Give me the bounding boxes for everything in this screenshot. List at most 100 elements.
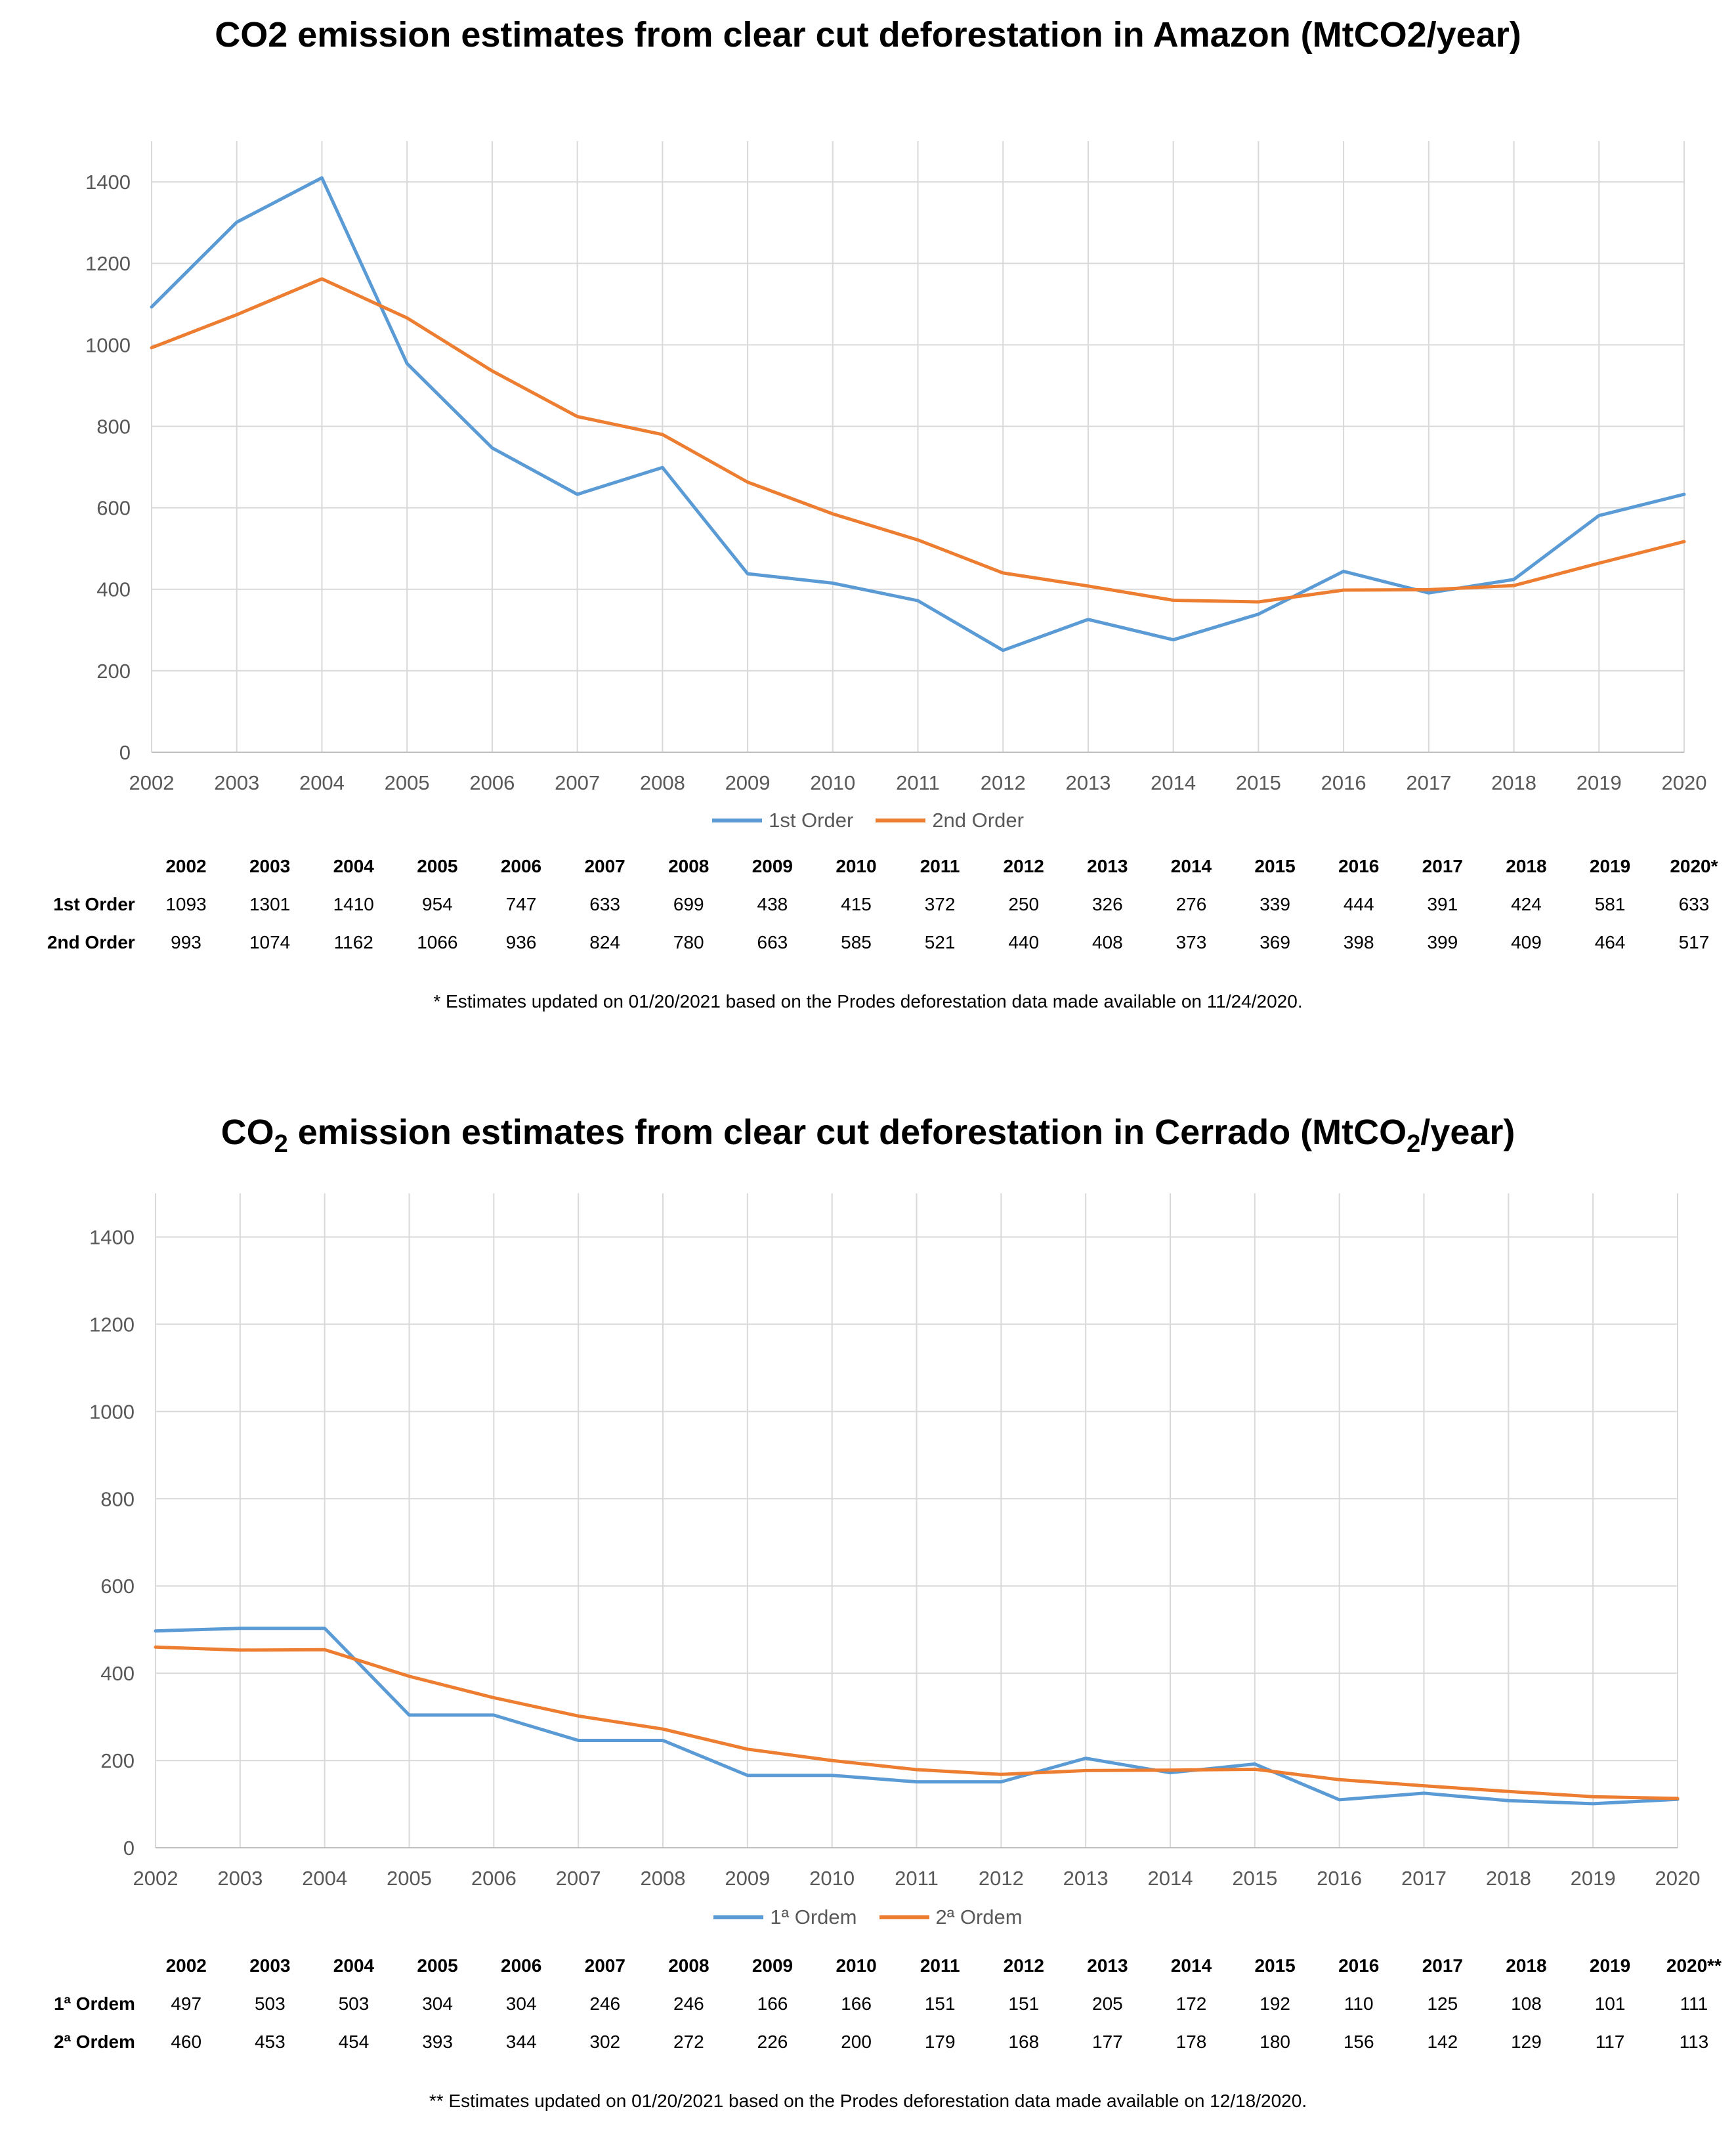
x-tick-label: 2010 xyxy=(810,771,855,794)
table-header-cell: 2014 xyxy=(1170,1955,1212,1976)
table-cell: 633 xyxy=(1678,894,1710,914)
table-header-cell: 2018 xyxy=(1506,1955,1547,1976)
table-header-cell: 2010 xyxy=(836,1955,877,1976)
table-cell: 178 xyxy=(1175,2032,1207,2052)
table-header-cell: 2007 xyxy=(584,1955,625,1976)
table-cell: 151 xyxy=(1008,1993,1040,2014)
table-cell: 1074 xyxy=(249,932,291,952)
table-cell: 180 xyxy=(1260,2032,1290,2052)
table-header-cell: 2019 xyxy=(1589,1955,1631,1976)
y-tick-label: 400 xyxy=(96,578,131,601)
cerrado-data-table: 2002 2003 2004 2005 2006 2007 2008 2009 2010 2011… xyxy=(12,1947,1736,2061)
table-row: 1ª Ordem 497 503 503 304 304 246 246 166 166 151 15… xyxy=(12,1985,1736,2023)
series-line-2 xyxy=(150,277,1686,604)
x-tick-label: 2009 xyxy=(725,1867,770,1890)
table-header-cell: 2019 xyxy=(1589,856,1631,876)
table-header-cell: 2015 xyxy=(1254,1955,1296,1976)
series-line-2 xyxy=(154,1645,1680,1800)
table-cell: 453 xyxy=(254,2032,286,2052)
table-header-cell: 2017 xyxy=(1422,1955,1463,1976)
x-tick-label: 2012 xyxy=(981,771,1026,794)
x-tick-label: 2020 xyxy=(1662,771,1707,794)
x-tick-label: 2016 xyxy=(1321,771,1366,794)
table-cell: 747 xyxy=(505,894,537,914)
table-cell: 113 xyxy=(1679,2032,1709,2052)
table-cell: 1410 xyxy=(333,894,374,914)
table-cell: 699 xyxy=(673,894,704,914)
x-tick-label: 2013 xyxy=(1063,1867,1109,1890)
x-tick-label: 2005 xyxy=(387,1867,432,1890)
table-cell: 399 xyxy=(1427,932,1458,952)
table-row-label: 1ª Ordem xyxy=(53,1993,135,2014)
table-row: 1st Order 1093 1301 1410 954 747 633 699 438 415 3… xyxy=(12,885,1736,924)
table-cell: 179 xyxy=(924,2032,956,2052)
table-header-cell: 2008 xyxy=(668,1955,709,1976)
table-header-cell: 2006 xyxy=(500,856,542,876)
table-cell: 129 xyxy=(1511,2032,1542,2052)
x-tick-label: 2018 xyxy=(1491,771,1536,794)
table-cell: 373 xyxy=(1175,932,1207,952)
y-tick-label: 800 xyxy=(100,1487,135,1510)
x-tick-label: 2009 xyxy=(725,771,771,794)
table-cell: 398 xyxy=(1343,932,1374,952)
y-tick-label: 1400 xyxy=(85,171,131,194)
table-cell: 151 xyxy=(924,1993,956,2014)
table-cell: 172 xyxy=(1175,1993,1207,2014)
x-tick-label: 2008 xyxy=(641,1867,686,1890)
table-cell: 250 xyxy=(1008,894,1040,914)
x-tick-label: 2004 xyxy=(299,771,345,794)
y-tick-label: 1400 xyxy=(89,1225,135,1248)
table-cell: 101 xyxy=(1594,1993,1626,2014)
table-cell: 438 xyxy=(757,894,788,914)
legend-label-2a-ordem: 2ª Ordem xyxy=(935,1906,1023,1928)
table-header-cell: 2011 xyxy=(920,1955,960,1976)
table-cell: 168 xyxy=(1008,2032,1040,2052)
table-cell: 302 xyxy=(589,2032,621,2052)
table-header-cell: 2005 xyxy=(417,1955,458,1976)
x-tick-label: 2017 xyxy=(1406,771,1451,794)
cerrado-legend: 1ª Ordem 2ª Ordem xyxy=(0,1906,1736,1929)
x-tick-label: 2012 xyxy=(979,1867,1024,1890)
legend-item-1a-ordem: 1ª Ordem xyxy=(713,1906,857,1929)
table-header-cell: 2020** xyxy=(1666,1955,1722,1976)
table-header-cell: 2009 xyxy=(752,856,793,876)
table-header-cell: 2004 xyxy=(333,856,374,876)
table-cell: 304 xyxy=(422,1993,453,2014)
table-cell: 780 xyxy=(673,932,704,952)
y-tick-label: 800 xyxy=(96,415,131,438)
x-tick-label: 2014 xyxy=(1151,771,1196,794)
table-row: 2ª Ordem 460 453 454 393 344 302 272 226 200 179 16… xyxy=(12,2023,1736,2061)
table-cell: 663 xyxy=(757,932,788,952)
table-row-label: 1st Order xyxy=(53,894,135,914)
x-tick-label: 2019 xyxy=(1577,771,1622,794)
table-cell: 633 xyxy=(589,894,620,914)
table-cell: 246 xyxy=(673,1993,704,2014)
table-cell: 117 xyxy=(1595,2032,1625,2052)
x-tick-label: 2006 xyxy=(469,771,515,794)
table-cell: 200 xyxy=(841,2032,872,2052)
table-header-cell: 2002 xyxy=(165,856,207,876)
table-cell: 192 xyxy=(1260,1993,1290,2014)
table-cell: 156 xyxy=(1343,2032,1374,2052)
legend-item-1st-order: 1st Order xyxy=(712,809,853,832)
legend-item-2a-ordem: 2ª Ordem xyxy=(879,1906,1023,1929)
table-header-cell: 2002 xyxy=(165,1955,207,1976)
x-tick-label: 2002 xyxy=(133,1867,179,1890)
x-tick-label: 2020 xyxy=(1655,1867,1701,1890)
table-cell: 276 xyxy=(1175,894,1207,914)
table-cell: 444 xyxy=(1343,894,1374,914)
table-header-cell: 2016 xyxy=(1338,856,1380,876)
legend-swatch-orange xyxy=(879,1915,929,1919)
series-line-1 xyxy=(154,1627,1680,1806)
table-row-label: 2ª Ordem xyxy=(53,2032,135,2052)
legend-item-2nd-order: 2nd Order xyxy=(876,809,1024,832)
x-tick-label: 2003 xyxy=(217,1867,263,1890)
amazon-chart-title: CO2 emission estimates from clear cut de… xyxy=(215,15,1521,54)
cerrado-chart-title: CO2 emission estimates from clear cut de… xyxy=(0,1109,1736,1157)
x-tick-label: 2013 xyxy=(1065,771,1111,794)
amazon-legend: 1st Order 2nd Order xyxy=(0,809,1736,832)
table-header-row: 2002 2003 2004 2005 2006 2007 2008 2009 2010 2011… xyxy=(12,1947,1736,1985)
table-cell: 415 xyxy=(841,894,872,914)
table-cell: 954 xyxy=(422,894,453,914)
x-tick-label: 2003 xyxy=(214,771,259,794)
